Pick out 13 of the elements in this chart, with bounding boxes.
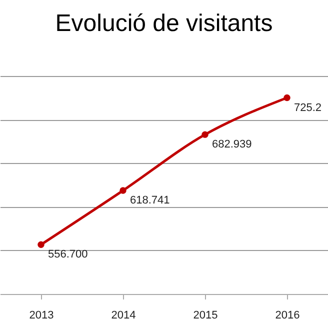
point bbox=[202, 131, 208, 138]
point bbox=[120, 187, 126, 194]
data-label: 556.700 bbox=[48, 248, 88, 261]
data-label: 725.2 bbox=[294, 102, 322, 114]
point bbox=[284, 94, 290, 102]
data-label: 618.741 bbox=[130, 194, 170, 207]
point bbox=[38, 241, 44, 248]
x-tick-label: 2014 bbox=[111, 310, 136, 322]
x-tick-label: 2016 bbox=[275, 310, 300, 322]
data-label: 682.939 bbox=[212, 138, 252, 151]
x-tick-label: 2013 bbox=[29, 310, 54, 322]
x-tick-label: 2015 bbox=[193, 310, 218, 322]
chart-title: Evolució de visitants bbox=[55, 10, 273, 37]
